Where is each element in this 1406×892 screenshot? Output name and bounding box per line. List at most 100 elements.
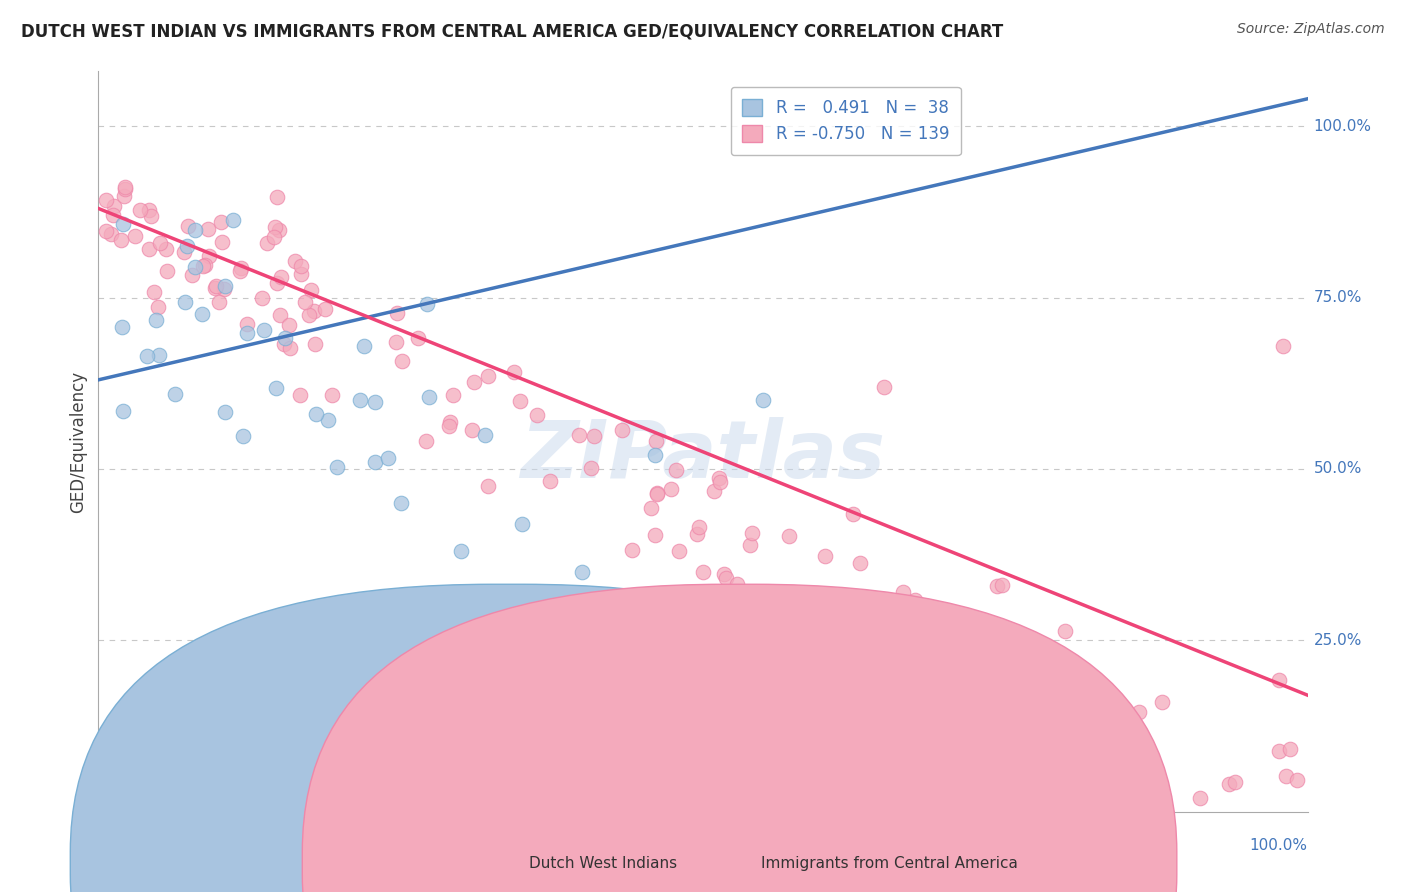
Point bbox=[709, 475, 731, 489]
Point bbox=[941, 665, 963, 679]
Point bbox=[156, 264, 179, 278]
Point bbox=[263, 229, 285, 244]
Point bbox=[103, 198, 125, 212]
Point bbox=[986, 579, 1008, 593]
Point bbox=[229, 264, 252, 278]
Point bbox=[155, 242, 177, 256]
Point bbox=[111, 320, 134, 334]
Point bbox=[474, 427, 496, 442]
Point bbox=[1129, 733, 1152, 747]
Point bbox=[450, 585, 472, 599]
Point bbox=[273, 337, 295, 351]
Point bbox=[321, 388, 343, 402]
Point bbox=[138, 203, 160, 218]
Point bbox=[141, 210, 163, 224]
Point bbox=[640, 501, 662, 516]
Point bbox=[1128, 705, 1150, 719]
Point bbox=[583, 429, 606, 443]
Point bbox=[1275, 769, 1298, 783]
Point bbox=[804, 595, 827, 609]
Point bbox=[893, 584, 915, 599]
Point bbox=[184, 260, 207, 274]
Point bbox=[842, 607, 865, 622]
Point bbox=[1031, 667, 1053, 681]
Point bbox=[114, 180, 136, 194]
Point bbox=[707, 471, 730, 485]
Point bbox=[204, 279, 226, 293]
Point bbox=[290, 259, 312, 273]
Point bbox=[305, 407, 328, 421]
Point bbox=[235, 326, 257, 340]
Text: 0.0%: 0.0% bbox=[98, 838, 138, 853]
Point bbox=[790, 610, 813, 624]
Point bbox=[173, 245, 195, 260]
Point bbox=[644, 448, 666, 462]
Point bbox=[1069, 703, 1091, 717]
Point bbox=[294, 295, 316, 310]
Point bbox=[326, 460, 349, 475]
Point bbox=[278, 318, 301, 332]
Point bbox=[692, 565, 714, 579]
Point bbox=[477, 479, 499, 493]
Text: ZIPatlas: ZIPatlas bbox=[520, 417, 886, 495]
Point bbox=[571, 565, 593, 579]
Point bbox=[222, 213, 245, 227]
Point bbox=[353, 338, 375, 352]
Point bbox=[111, 403, 134, 417]
Point bbox=[252, 291, 274, 305]
Point bbox=[274, 331, 297, 345]
Point bbox=[143, 285, 166, 299]
Point bbox=[620, 543, 643, 558]
Point bbox=[1278, 742, 1301, 756]
Point bbox=[842, 507, 865, 521]
Point bbox=[304, 337, 326, 351]
Point bbox=[439, 418, 461, 433]
Y-axis label: GED/Equivalency: GED/Equivalency bbox=[69, 370, 87, 513]
Point bbox=[778, 529, 800, 543]
Point bbox=[610, 423, 633, 437]
Point bbox=[385, 334, 408, 349]
Point bbox=[194, 258, 217, 272]
Point bbox=[302, 304, 325, 318]
Point bbox=[934, 679, 956, 693]
Point bbox=[1054, 624, 1077, 638]
Text: 50.0%: 50.0% bbox=[1313, 461, 1362, 476]
Point bbox=[269, 308, 291, 322]
Point bbox=[645, 486, 668, 500]
Point bbox=[112, 189, 135, 203]
Point bbox=[1104, 694, 1126, 708]
Point bbox=[209, 215, 232, 229]
Point bbox=[1218, 777, 1240, 791]
Point bbox=[232, 428, 254, 442]
Point bbox=[789, 606, 811, 620]
Legend: R =   0.491   N =  38, R = -0.750   N = 139: R = 0.491 N = 38, R = -0.750 N = 139 bbox=[731, 87, 960, 155]
Text: 75.0%: 75.0% bbox=[1313, 290, 1362, 305]
Point bbox=[284, 253, 307, 268]
Point bbox=[665, 463, 688, 477]
Point bbox=[256, 235, 278, 250]
Point bbox=[579, 460, 602, 475]
Point bbox=[180, 268, 202, 283]
Point bbox=[316, 413, 339, 427]
Point bbox=[668, 544, 690, 558]
Point bbox=[703, 483, 725, 498]
Point bbox=[538, 474, 561, 488]
Point bbox=[688, 520, 710, 534]
Point bbox=[439, 415, 461, 429]
Point bbox=[686, 526, 709, 541]
Point bbox=[502, 365, 524, 379]
Point bbox=[176, 239, 198, 253]
Point bbox=[990, 577, 1012, 591]
Point bbox=[509, 394, 531, 409]
Point bbox=[278, 342, 301, 356]
Point bbox=[214, 278, 236, 293]
Point bbox=[94, 225, 117, 239]
Point bbox=[1286, 773, 1309, 788]
Point bbox=[418, 391, 440, 405]
Point bbox=[568, 428, 591, 442]
Point bbox=[752, 393, 775, 408]
Point bbox=[740, 607, 762, 621]
Point bbox=[190, 307, 212, 321]
Point bbox=[229, 260, 252, 275]
Point bbox=[314, 302, 336, 317]
